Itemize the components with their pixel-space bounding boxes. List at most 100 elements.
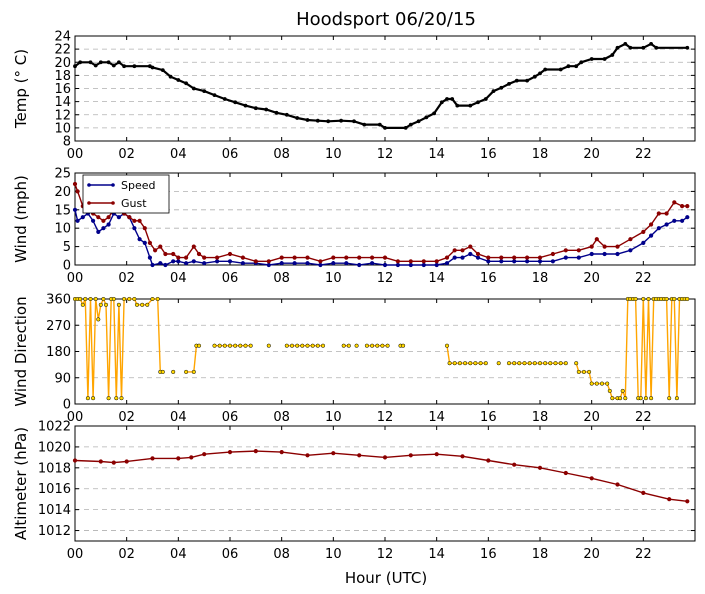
y-tick-label: 1018	[38, 461, 71, 476]
x-tick-label: 12	[377, 547, 394, 562]
data-point	[78, 296, 83, 302]
data-point	[331, 261, 336, 266]
x-tick-label: 20	[583, 410, 600, 425]
data-point	[408, 259, 413, 264]
data-point	[212, 93, 217, 98]
data-point	[202, 255, 207, 260]
data-point	[215, 259, 220, 264]
x-tick-label: 18	[532, 147, 549, 162]
data-point	[341, 343, 346, 348]
data-point	[248, 343, 253, 348]
data-point	[132, 226, 137, 231]
data-point	[233, 100, 238, 105]
data-point	[452, 361, 457, 366]
data-point	[685, 45, 690, 50]
data-point	[672, 296, 677, 302]
data-point	[667, 497, 672, 502]
data-point	[344, 255, 349, 260]
x-tick-label: 06	[222, 410, 239, 425]
legend-marker	[111, 183, 115, 187]
x-tick-label: 16	[480, 547, 497, 562]
data-point	[305, 118, 310, 122]
data-point	[512, 462, 517, 467]
data-point	[227, 450, 233, 455]
data-point	[522, 361, 527, 366]
data-point	[486, 259, 491, 264]
data-point	[85, 396, 90, 401]
data-point	[672, 218, 677, 223]
data-point	[93, 296, 98, 302]
data-point	[147, 240, 152, 245]
data-point	[452, 255, 457, 260]
data-point	[305, 343, 310, 348]
data-point	[457, 361, 462, 366]
data-point	[176, 255, 181, 260]
data-point	[450, 97, 455, 101]
data-point	[654, 45, 659, 50]
x-tick-label: 14	[428, 410, 445, 425]
data-point	[191, 244, 196, 249]
data-point	[383, 126, 387, 130]
x-tick-label: 20	[583, 547, 600, 562]
series-line-dir	[75, 297, 163, 399]
data-point	[106, 396, 111, 401]
x-tick-label: 10	[325, 271, 342, 286]
y-tick-label: 16	[54, 82, 71, 97]
data-point	[80, 215, 85, 220]
data-point	[432, 111, 437, 116]
x-tick-label: 22	[635, 271, 652, 286]
y-tick-label: 0	[63, 259, 71, 274]
y-tick-label: 270	[46, 319, 71, 334]
data-point	[98, 459, 103, 464]
data-point	[527, 361, 532, 366]
data-point	[83, 296, 88, 302]
data-point	[124, 459, 129, 464]
data-point	[253, 259, 258, 264]
data-point	[468, 244, 473, 249]
data-point	[346, 343, 351, 348]
x-tick-label: 10	[325, 147, 342, 162]
data-point	[589, 57, 594, 61]
data-point	[184, 255, 189, 260]
data-point	[563, 248, 568, 253]
data-point	[284, 112, 289, 117]
y-tick-label: 1022	[38, 420, 71, 435]
data-point	[486, 255, 491, 260]
data-point	[602, 244, 607, 249]
data-point	[628, 237, 633, 242]
data-point	[679, 218, 685, 223]
data-point	[184, 261, 189, 266]
data-point	[375, 343, 380, 348]
data-point	[292, 261, 297, 266]
x-tick-label: 14	[428, 271, 445, 286]
series-line-dir	[446, 345, 486, 364]
data-point	[524, 259, 530, 264]
data-point	[222, 97, 227, 101]
x-tick-label: 00	[67, 410, 84, 425]
data-point	[656, 226, 661, 231]
y-axis-label: Wind (mph)	[12, 175, 30, 263]
data-point	[75, 189, 80, 194]
data-point	[566, 64, 571, 69]
data-point	[517, 361, 522, 366]
y-tick-label: 10	[54, 121, 71, 136]
data-point	[227, 343, 233, 348]
data-point	[587, 369, 592, 374]
data-point	[196, 343, 202, 348]
data-point	[455, 103, 460, 108]
y-tick-label: 15	[54, 203, 71, 218]
data-point	[512, 259, 517, 264]
data-point	[150, 262, 155, 268]
data-point	[602, 57, 607, 61]
data-point	[574, 64, 579, 69]
y-tick-label: 90	[54, 371, 71, 386]
x-tick-label: 04	[170, 271, 187, 286]
data-point	[685, 499, 690, 504]
y-tick-label: 360	[46, 293, 71, 308]
data-point	[641, 240, 646, 245]
data-point	[623, 396, 628, 401]
data-point	[266, 262, 271, 268]
data-point	[628, 45, 633, 50]
data-point	[633, 296, 638, 302]
data-point	[339, 118, 344, 123]
